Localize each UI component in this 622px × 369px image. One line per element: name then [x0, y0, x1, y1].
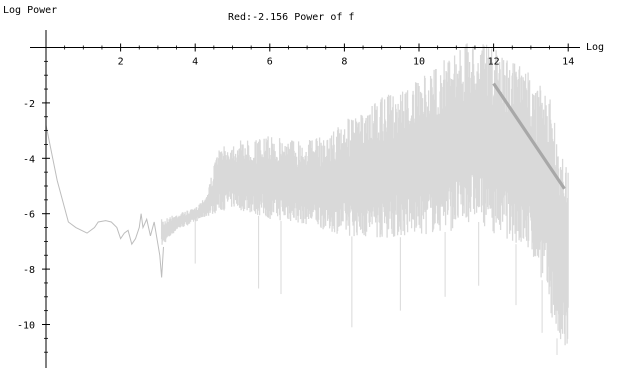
x-tick-label: 12: [488, 57, 500, 68]
fit-line-series: [492, 82, 566, 190]
y-tick-label: -6: [23, 210, 35, 221]
x-tick-label: 6: [267, 57, 273, 68]
x-tick-label: 4: [192, 57, 198, 68]
x-tick-label: 10: [413, 57, 425, 68]
chart-title: Red:-2.156 Power of f: [228, 12, 354, 23]
spectrum-low-frequency-line: [45, 124, 164, 278]
ticks: 2 4 6 8 10 12 14 -2 -4 -6 -8 -10: [17, 43, 574, 353]
y-tick-label: -10: [17, 321, 35, 332]
x-axis-label: Log: [586, 42, 604, 53]
x-tick-label: 8: [341, 57, 347, 68]
x-tick-label: 2: [118, 57, 124, 68]
axes: [30, 30, 580, 368]
fit-line: [492, 82, 566, 190]
y-tick-label: -2: [23, 99, 35, 110]
y-axis-label: Log Power: [3, 5, 57, 16]
y-tick-label: -4: [23, 154, 35, 165]
spectrum-series: [45, 43, 569, 355]
y-tick-label: -8: [23, 265, 35, 276]
spectrum-noise-band: [160, 43, 569, 346]
x-tick-label: 14: [562, 57, 574, 68]
